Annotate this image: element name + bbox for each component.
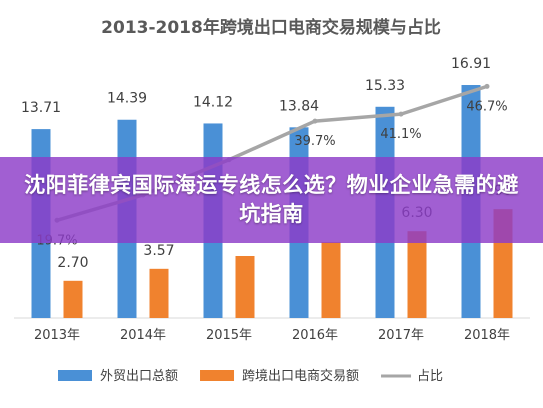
point-share-5 — [484, 83, 490, 89]
legend-label-0: 外贸出口总额 — [100, 369, 178, 384]
label-total-export-1: 14.39 — [107, 91, 147, 107]
x-tick-3: 2016年 — [292, 328, 338, 343]
bar-ecommerce-export-0 — [63, 280, 83, 318]
x-tick-1: 2014年 — [120, 328, 166, 343]
legend-swatch-0 — [58, 370, 92, 381]
bar-ecommerce-export-4 — [407, 231, 427, 318]
overlay-banner: 沈阳菲律宾国际海运专线怎么选？物业企业急需的避坑指南 — [0, 157, 543, 243]
point-share-4 — [398, 111, 404, 117]
banner-text: 沈阳菲律宾国际海运专线怎么选？物业企业急需的避坑指南 — [24, 173, 519, 226]
point-share-3 — [312, 118, 318, 124]
label-share-3: 39.7% — [294, 134, 335, 149]
x-tick-4: 2017年 — [378, 328, 424, 343]
label-total-export-4: 15.33 — [365, 78, 405, 94]
legend-label-1: 跨境出口电商交易额 — [242, 368, 359, 384]
x-tick-2: 2015年 — [206, 328, 252, 343]
x-tick-0: 2013年 — [34, 328, 80, 343]
label-total-export-3: 13.84 — [279, 98, 319, 114]
x-tick-5: 2018年 — [464, 328, 510, 343]
legend-swatch-1 — [200, 370, 235, 381]
label-share-5: 46.7% — [466, 99, 507, 114]
label-total-export-2: 14.12 — [193, 94, 233, 110]
label-share-4: 41.1% — [380, 127, 421, 142]
chart-title: 2013-2018年跨境出口电商交易规模与占比 — [101, 17, 441, 38]
label-ecommerce-export-0: 2.70 — [57, 255, 88, 271]
label-total-export-5: 16.91 — [451, 56, 491, 72]
label-ecommerce-export-1: 3.57 — [143, 243, 174, 259]
bar-ecommerce-export-1 — [149, 268, 169, 318]
legend-label-2: 占比 — [417, 369, 443, 384]
label-total-export-0: 13.71 — [21, 100, 61, 116]
bar-ecommerce-export-2 — [235, 256, 255, 318]
legend: 外贸出口总额 跨境出口电商交易额 占比 — [58, 368, 443, 384]
bar-ecommerce-export-3 — [321, 242, 341, 318]
